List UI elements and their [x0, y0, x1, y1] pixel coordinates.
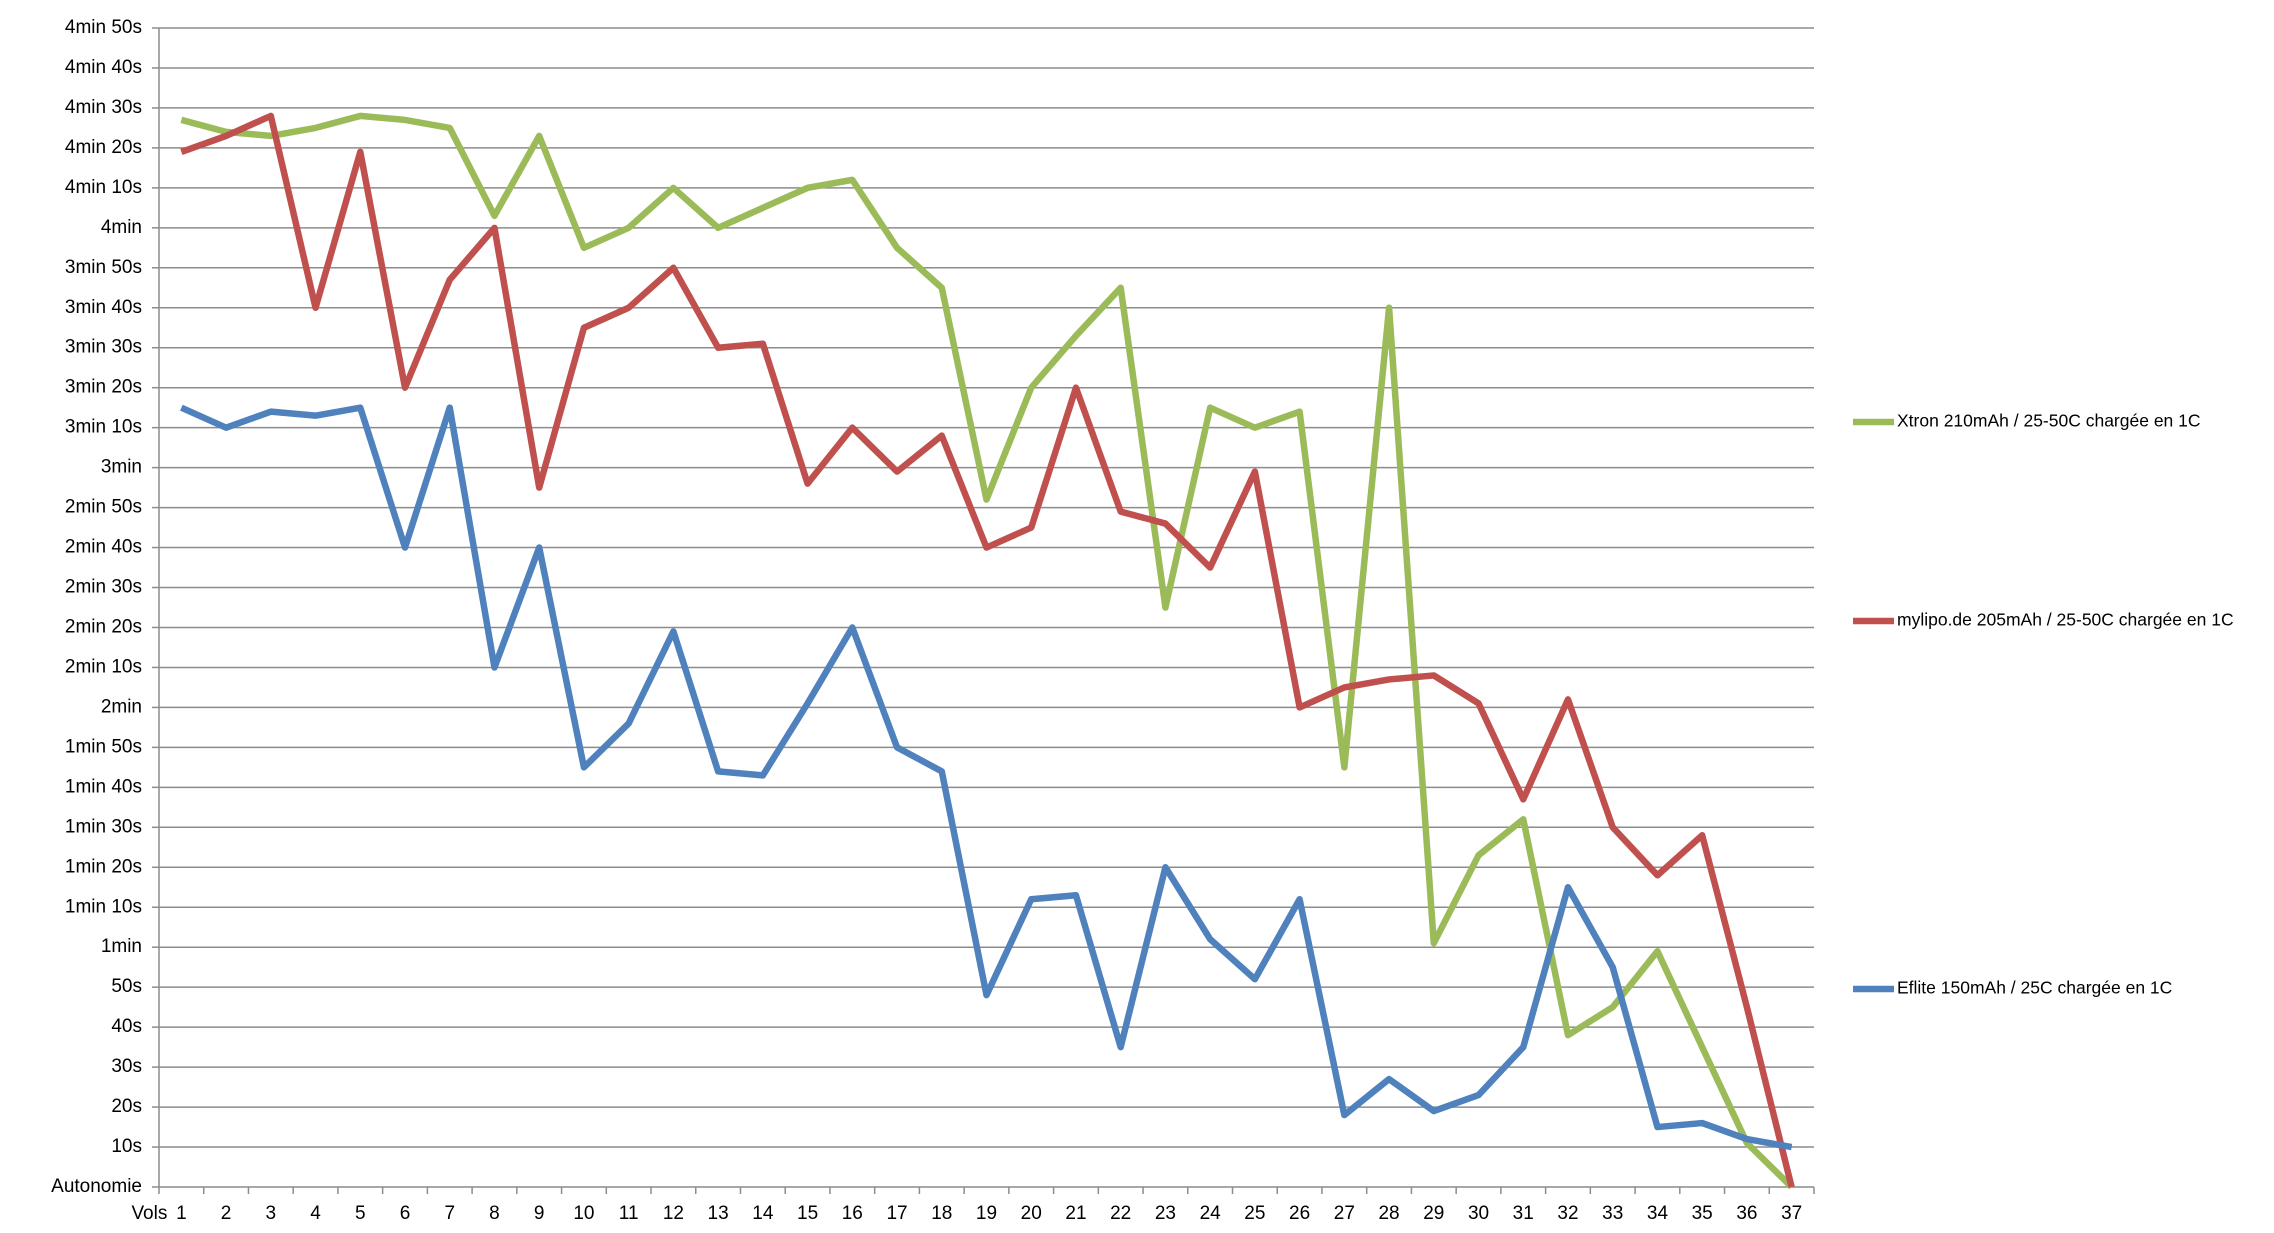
y-tick-label: 3min 20s: [65, 377, 142, 398]
x-tick-label: 11: [619, 1203, 639, 1224]
x-tick-label: 10: [573, 1203, 594, 1224]
y-tick-label: 3min: [101, 457, 142, 478]
y-tick-label: 3min 50s: [65, 257, 142, 278]
x-tick-label: 7: [444, 1203, 455, 1224]
x-tick-label: 17: [886, 1203, 907, 1224]
y-tick-label: 10s: [111, 1136, 142, 1157]
x-tick-label: 37: [1781, 1203, 1802, 1224]
x-tick-label: 29: [1423, 1203, 1444, 1224]
x-tick-label: 9: [534, 1203, 545, 1224]
x-tick-label: 21: [1065, 1203, 1086, 1224]
x-tick-label: 13: [708, 1203, 729, 1224]
y-tick-label: 1min 50s: [65, 736, 142, 757]
y-tick-label: Autonomie: [51, 1176, 142, 1197]
x-tick-label: 1: [176, 1203, 187, 1224]
y-tick-label: 3min 30s: [65, 337, 142, 358]
x-tick-label: 15: [797, 1203, 818, 1224]
x-tick-label: 36: [1736, 1203, 1757, 1224]
y-tick-label: 30s: [111, 1056, 142, 1077]
x-tick-label: 22: [1110, 1203, 1131, 1224]
x-tick-label: 27: [1334, 1203, 1355, 1224]
x-tick-label: 2: [221, 1203, 232, 1224]
y-tick-label: 2min 20s: [65, 616, 142, 637]
x-tick-label: 6: [400, 1203, 411, 1224]
y-tick-label: 4min: [101, 217, 142, 238]
x-axis-label: Vols: [131, 1203, 167, 1224]
y-tick-label: 1min 20s: [65, 856, 142, 877]
y-tick-label: 4min 30s: [65, 97, 142, 118]
y-tick-label: 1min: [101, 936, 142, 957]
y-tick-label: 20s: [111, 1096, 142, 1117]
series-line: [180, 112, 1794, 1190]
x-tick-label: 30: [1468, 1203, 1489, 1224]
x-tick-label: 5: [355, 1203, 366, 1224]
y-tick-label: 2min 40s: [65, 537, 142, 558]
x-tick-label: 18: [931, 1203, 952, 1224]
x-tick-label: 19: [976, 1203, 997, 1224]
x-tick-label: 31: [1513, 1203, 1534, 1224]
y-tick-label: 4min 40s: [65, 57, 142, 78]
x-tick-label: 23: [1155, 1203, 1176, 1224]
y-tick-label: 50s: [111, 976, 142, 997]
legend-label: Eflite 150mAh / 25C chargée en 1C: [1897, 978, 2172, 998]
x-tick-label: 20: [1021, 1203, 1042, 1224]
x-tick-label: 28: [1378, 1203, 1399, 1224]
y-tick-label: 2min 50s: [65, 497, 142, 518]
y-tick-label: 1min 10s: [65, 896, 142, 917]
x-tick-label: 4: [310, 1203, 321, 1224]
x-tick-label: 26: [1289, 1203, 1310, 1224]
y-tick-label: 2min: [101, 696, 142, 717]
x-tick-label: 35: [1692, 1203, 1713, 1224]
x-tick-label: 8: [489, 1203, 500, 1224]
y-tick-label: 4min 20s: [65, 137, 142, 158]
y-tick-label: 4min 50s: [65, 17, 142, 38]
y-tick-label: 3min 10s: [65, 417, 142, 438]
x-tick-label: 14: [752, 1203, 774, 1224]
x-tick-label: 3: [266, 1203, 277, 1224]
y-tick-label: 1min 30s: [65, 816, 142, 837]
y-tick-label: 40s: [111, 1016, 142, 1037]
y-tick-label: 2min 10s: [65, 656, 142, 677]
y-tick-label: 4min 10s: [65, 177, 142, 198]
x-tick-label: 33: [1602, 1203, 1623, 1224]
y-tick-label: 2min 30s: [65, 577, 142, 598]
y-tick-label: 1min 40s: [65, 776, 142, 797]
series-line: [180, 404, 1793, 1151]
x-tick-label: 24: [1200, 1203, 1222, 1224]
x-tick-label: 34: [1647, 1203, 1669, 1224]
x-tick-label: 32: [1557, 1203, 1578, 1224]
y-tick-label: 3min 40s: [65, 297, 142, 318]
x-tick-label: 12: [663, 1203, 684, 1224]
legend-label: Xtron 210mAh / 25-50C chargée en 1C: [1897, 411, 2201, 431]
legend-label: mylipo.de 205mAh / 25-50C chargée en 1C: [1897, 610, 2234, 630]
x-tick-label: 16: [842, 1203, 863, 1224]
x-tick-label: 25: [1244, 1203, 1265, 1224]
series-line: [180, 112, 1795, 1188]
